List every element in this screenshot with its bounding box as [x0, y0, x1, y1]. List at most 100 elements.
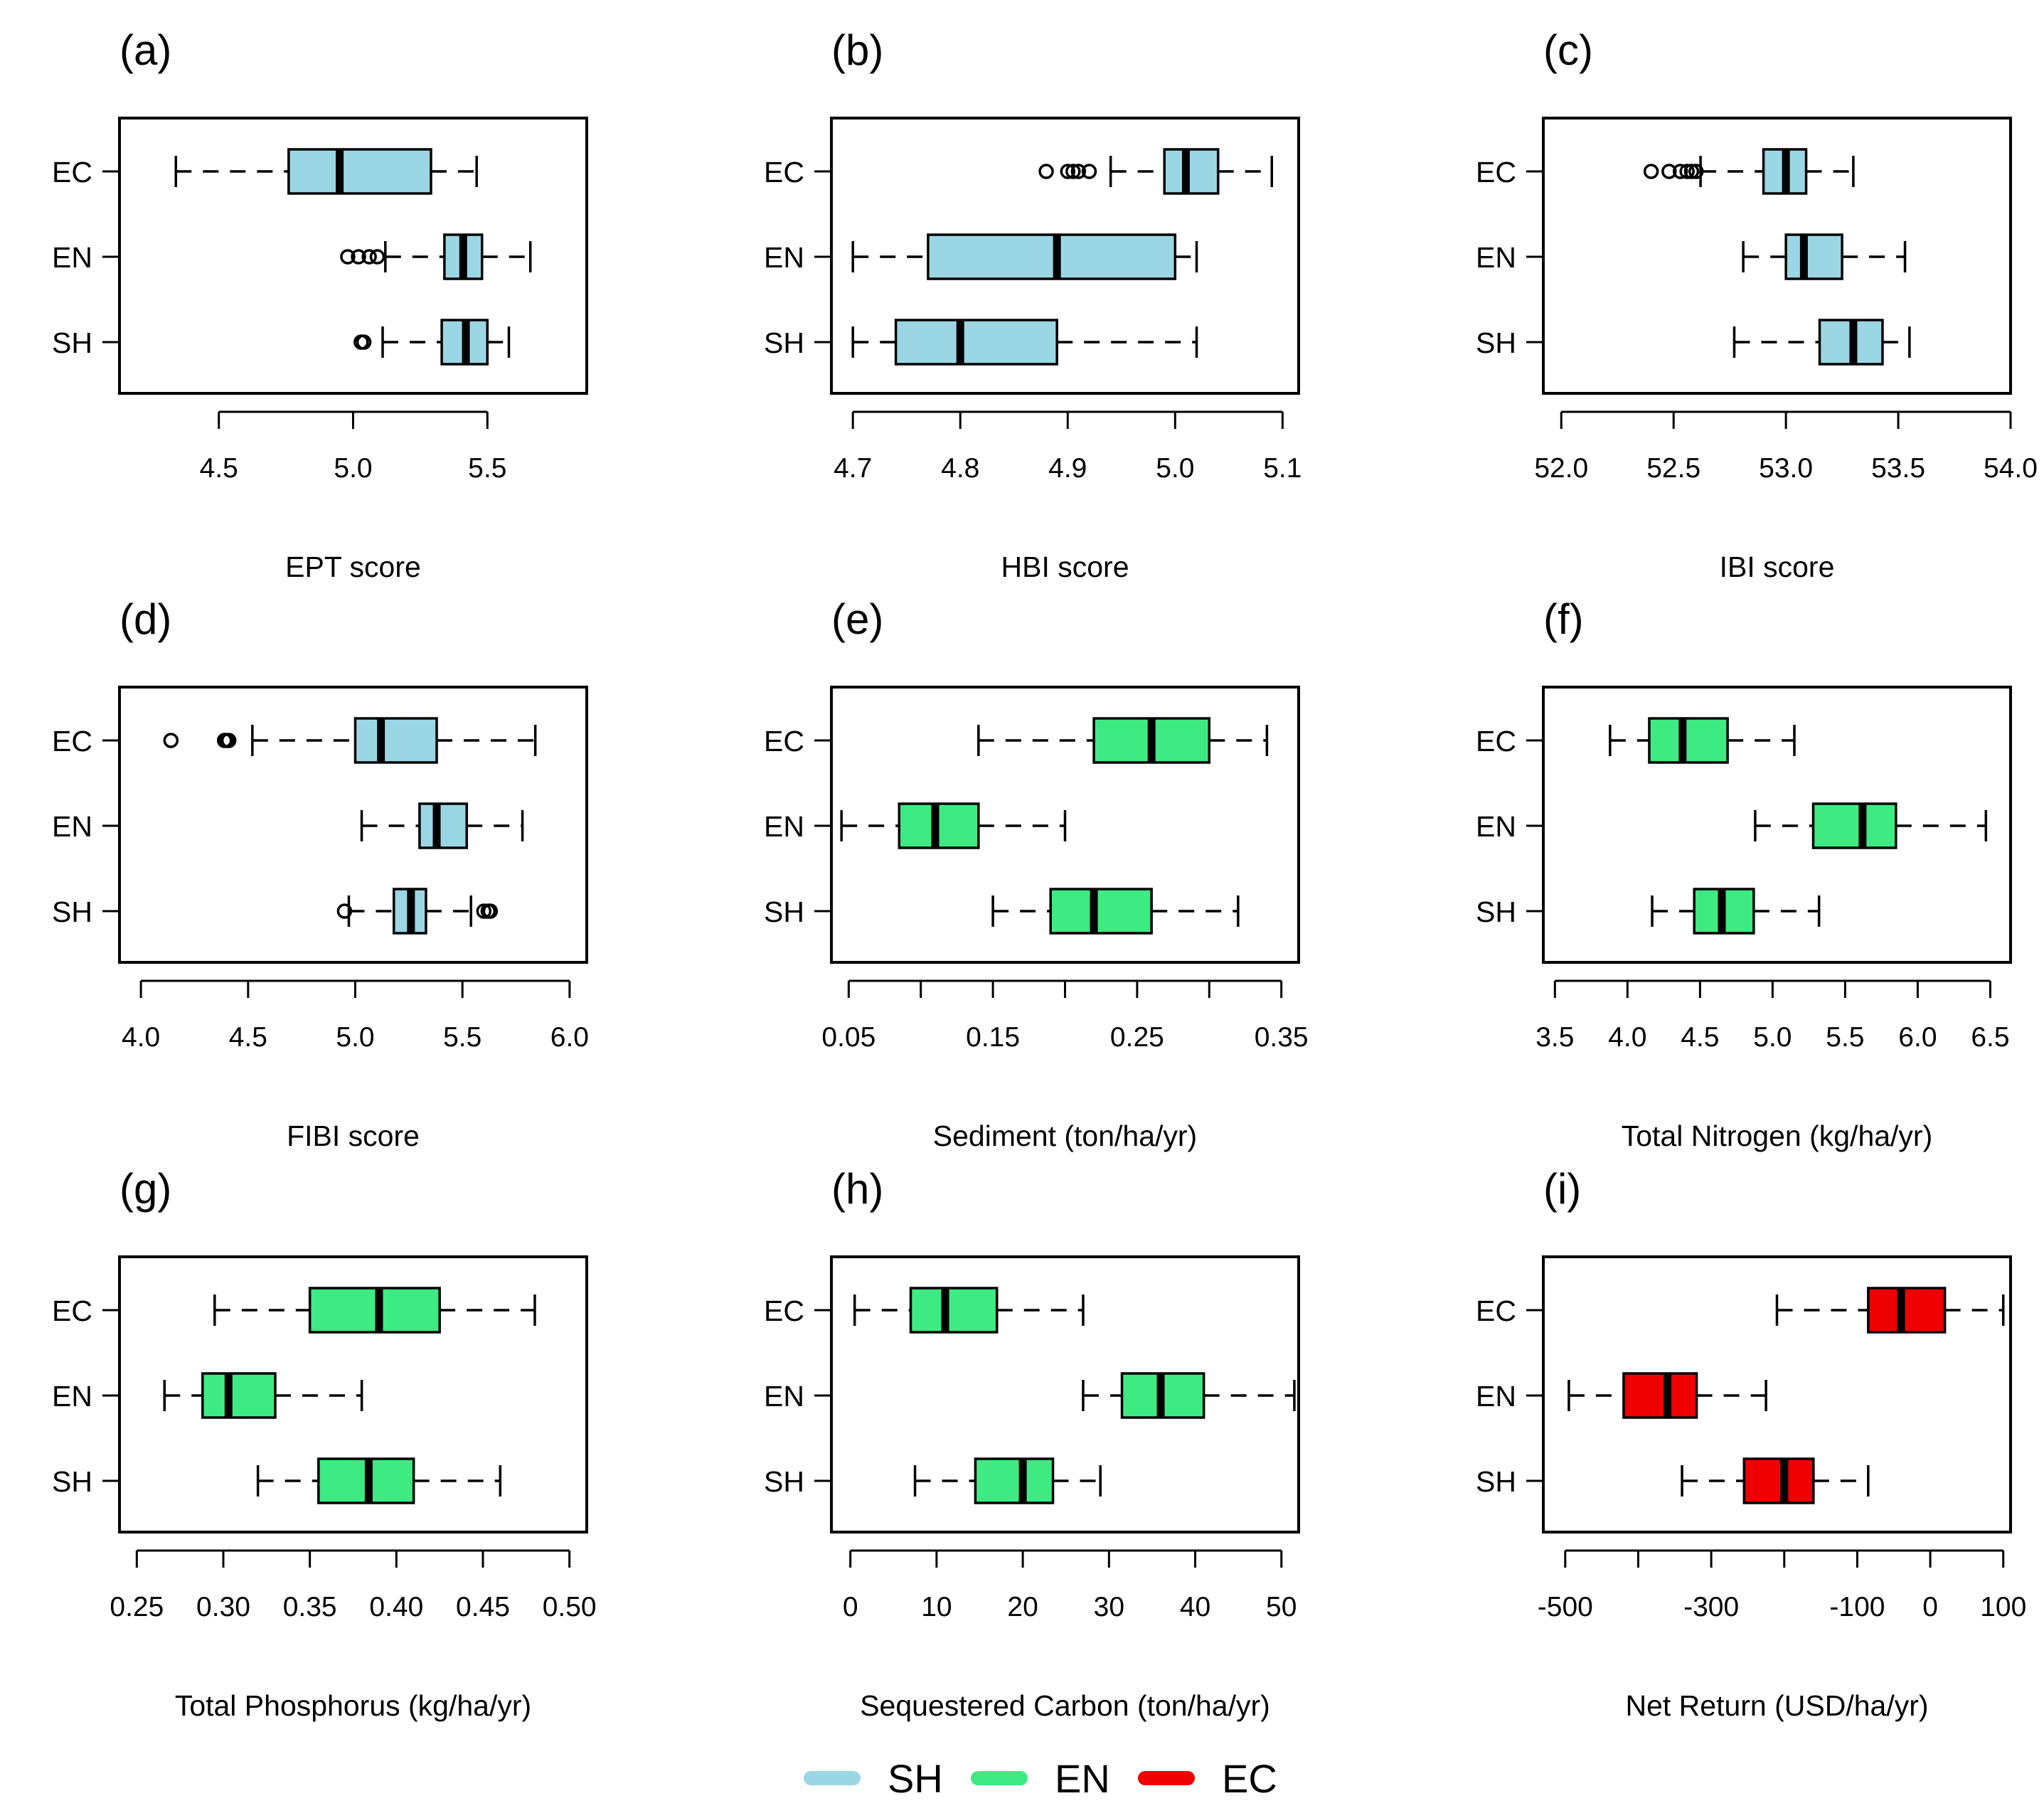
panel-h: (h) EC EN SH 0 10 20 30 40 50 Sequestered Carbon (…: [764, 1165, 1300, 1722]
box-sh: [913, 1457, 1102, 1504]
y-tick-label: EN: [1476, 241, 1516, 274]
box-en: [1082, 1372, 1296, 1419]
outlier-point: [351, 249, 366, 265]
plot-frame: [830, 1255, 1300, 1533]
panel-d: (d) EC EN SH 4.0 4.5 5.0 5.5 6.0 FIBI score: [52, 595, 589, 1152]
iqr-box: [927, 233, 1177, 280]
outlier-point: [1070, 164, 1087, 179]
outlier-point: [1679, 164, 1695, 179]
x-axis-title: Net Return (USD/ha/yr): [1625, 1689, 1928, 1722]
outlier-point: [1060, 164, 1076, 179]
outlier-point: [340, 249, 356, 265]
box-sh: [991, 888, 1240, 935]
x-tick-label: 52.5: [1646, 453, 1700, 484]
box-ec: [213, 1287, 536, 1334]
y-tick-label: SH: [1476, 1465, 1516, 1498]
iqr-box: [287, 148, 432, 195]
y-tick-label: EN: [764, 241, 804, 274]
y-tick-label: SH: [52, 1465, 92, 1498]
y-tick-label: SH: [764, 326, 804, 359]
x-axis-title: Total Nitrogen (kg/ha/yr): [1622, 1120, 1933, 1152]
iqr-box: [308, 1287, 441, 1334]
y-tick-label: EN: [1476, 1380, 1516, 1413]
y-tick-label: EC: [764, 1295, 804, 1327]
panel-label: (g): [119, 1165, 171, 1213]
outlier-point: [1643, 164, 1659, 179]
x-tick-label: 5.5: [1826, 1022, 1864, 1053]
outlier-point: [1688, 164, 1704, 179]
panel-label: (h): [831, 1165, 883, 1213]
panel-b: (b) EC EN SH 4.7 4.8 4.9 5.0 5.1 HBI score: [764, 26, 1302, 583]
panel-label: (i): [1543, 1165, 1581, 1213]
box-ec: [163, 717, 537, 764]
y-tick-label: EC: [764, 725, 804, 758]
y-tick-label: EC: [52, 725, 92, 758]
iqr-box: [1867, 1287, 1947, 1334]
x-tick-label: 4.9: [1048, 453, 1087, 484]
x-axis-title: Sediment (ton/ha/yr): [933, 1120, 1197, 1152]
outlier-point: [1683, 164, 1700, 179]
outlier-point: [1672, 164, 1688, 179]
box-en: [1754, 802, 1988, 849]
plot-frame: [118, 686, 588, 964]
outlier-point: [482, 903, 499, 919]
y-tick-label: EC: [52, 1295, 92, 1327]
x-tick-label: 4.7: [834, 453, 872, 484]
legend: SH EN EC: [804, 1756, 1277, 1801]
box-sh: [256, 1457, 502, 1504]
box-sh: [1681, 1457, 1870, 1504]
x-tick-label: -100: [1829, 1592, 1885, 1622]
x-tick-label: 50: [1266, 1592, 1297, 1622]
iqr-box: [353, 717, 438, 764]
x-tick-label: 52.0: [1534, 453, 1588, 484]
outlier-point: [1661, 164, 1677, 179]
outlier-point: [476, 903, 492, 919]
x-tick-label: 5.1: [1263, 453, 1302, 484]
y-tick-label: EC: [1476, 1295, 1516, 1327]
box-en: [340, 233, 532, 280]
x-tick-label: 20: [1007, 1592, 1038, 1622]
panel-label: (c): [1543, 26, 1593, 74]
outlier-point: [220, 733, 237, 748]
y-tick-label: EN: [52, 1380, 92, 1413]
y-tick-label: EN: [52, 810, 92, 843]
box-ec: [1775, 1287, 2005, 1334]
x-tick-label: 4.8: [941, 453, 979, 484]
outlier-point: [361, 249, 377, 265]
x-tick-label: 5.0: [1753, 1022, 1792, 1053]
y-tick-label: EC: [1476, 156, 1516, 188]
panel-e: (e) EC EN SH 0.05 0.15 0.25 0.35 Sediment (ton/h…: [764, 595, 1309, 1152]
y-tick-label: EC: [52, 156, 92, 188]
iqr-box: [1163, 148, 1220, 195]
x-tick-label: 3.5: [1535, 1022, 1574, 1053]
box-en: [1742, 233, 1907, 280]
x-axis-title: EPT score: [285, 551, 421, 583]
x-tick-label: 0: [843, 1592, 858, 1622]
box-en: [360, 802, 524, 849]
iqr-box: [1784, 233, 1843, 280]
panel-i: (i) EC EN SH -500 -300 -100 0 100 Net Return (USD…: [1476, 1165, 2026, 1722]
box-sh: [1732, 319, 1911, 366]
x-tick-label: 0.25: [1110, 1022, 1164, 1053]
box-en: [851, 233, 1198, 280]
outlier-point: [336, 903, 353, 919]
iqr-box: [894, 319, 1058, 366]
x-tick-label: 5.0: [334, 453, 372, 484]
y-tick-label: SH: [52, 326, 92, 359]
x-tick-label: 5.5: [443, 1022, 481, 1053]
y-tick-label: SH: [1476, 895, 1516, 928]
x-axis-title: Sequestered Carbon (ton/ha/yr): [860, 1689, 1270, 1722]
x-tick-label: 4.0: [122, 1022, 160, 1053]
panel-a: (a) EC EN SH 4.5 5.0 5.5 EPT score: [52, 26, 588, 583]
x-tick-label: 0.40: [369, 1592, 423, 1622]
box-ec: [1038, 148, 1273, 195]
panel-f: (f) EC EN SH 3.5 4.0 4.5 5.0 5.5 6.0 6.5 Total Nitr…: [1476, 595, 2012, 1152]
x-tick-label: 40: [1180, 1592, 1210, 1622]
iqr-box: [1622, 1372, 1698, 1419]
box-sh: [353, 319, 511, 366]
x-tick-label: 0.15: [966, 1022, 1020, 1053]
box-sh: [336, 888, 499, 935]
box-en: [840, 802, 1067, 849]
x-tick-label: 6.0: [550, 1022, 589, 1053]
